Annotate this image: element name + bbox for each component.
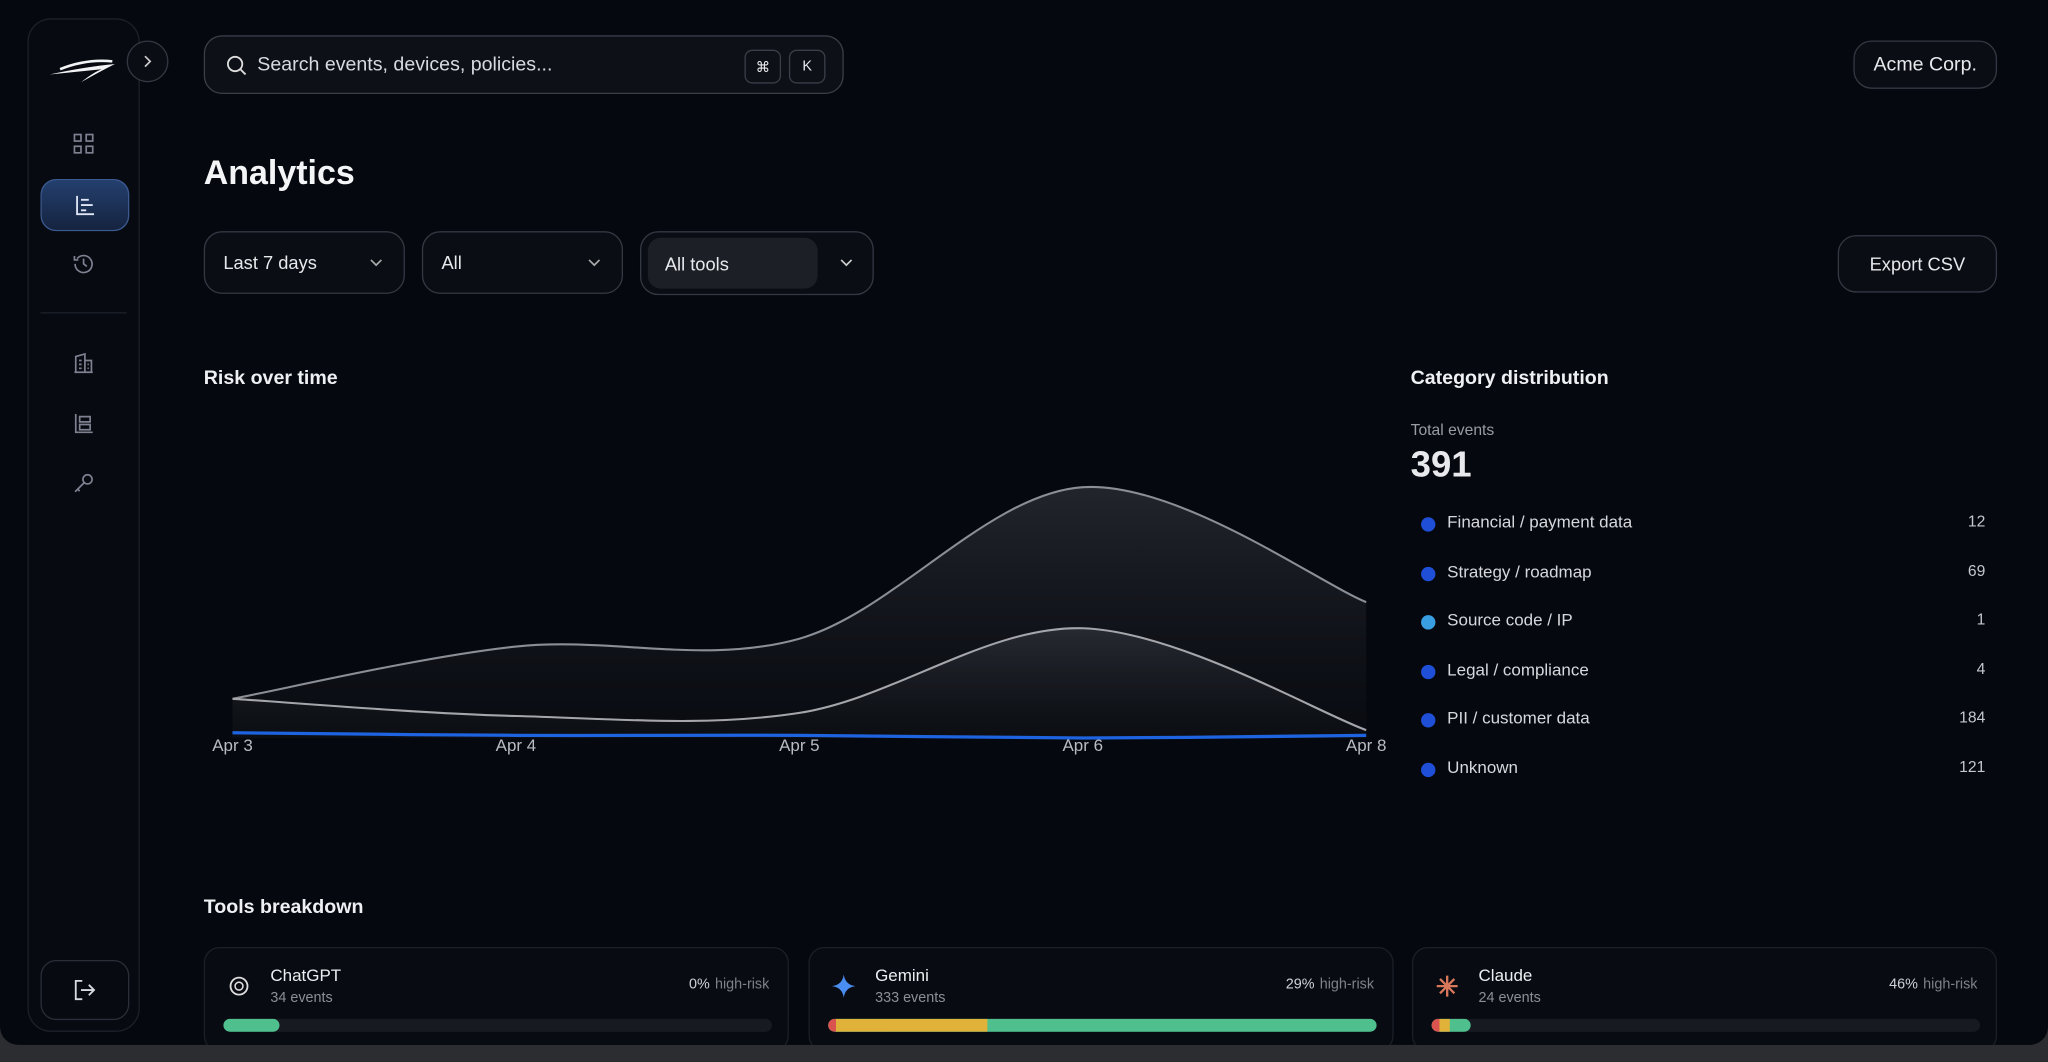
filter-label: Last 7 days [223,252,317,273]
risk-line [232,486,1367,700]
category-label: Strategy / roadmap [1447,561,1592,581]
tool-bar-high-risk [828,1018,988,1032]
high-risk-text: high-risk [1923,976,1978,993]
page-title: Analytics [203,152,355,192]
category-count: 12 [1967,511,1986,531]
x-tick-label: Apr 4 [496,736,537,755]
category-label: Unknown [1447,757,1518,778]
tool-name: ChatGPT [270,965,342,985]
risk-area [232,628,1367,738]
search-bar[interactable]: Search events, devices, policies... ⌘ K [203,35,844,95]
category-dot [1421,615,1436,630]
risk-line [232,627,1367,732]
org-switcher[interactable]: Acme Corp. [1853,40,1998,89]
tool-icon [229,976,249,996]
tool-icon [831,974,856,998]
dashboard-icon[interactable] [40,119,126,169]
high-risk-value: 0% [688,976,710,993]
total-value: 391 [1410,444,1472,485]
tool-events: 333 events [875,990,946,1006]
category-label: Source code / IP [1447,610,1573,630]
tool-bar-track [828,1018,1377,1032]
tool-bar-high-risk [1431,1018,1450,1032]
x-tick-label: Apr 3 [212,736,253,755]
category-label: Legal / compliance [1447,659,1589,679]
analytics-icon[interactable] [40,178,130,232]
filter-dropdown[interactable]: All tools [639,231,874,296]
filter-label: All [441,252,462,273]
high-risk: 46% high-risk [1889,977,1977,993]
total-label: Total events [1410,420,1495,439]
tool-events: 24 events [1478,990,1541,1006]
search-placeholder: Search events, devices, policies... [257,53,553,76]
filter-label: All tools [647,237,818,289]
tool-name: Claude [1478,965,1533,985]
high-risk-text: high-risk [1319,976,1375,993]
tool-bar [1431,1018,1472,1032]
tool-bar-track [223,1018,772,1032]
shortcut-key: K [788,49,826,84]
export-button[interactable]: Export CSV [1837,235,1998,293]
divider [40,312,127,314]
logo [49,59,115,83]
tool-card[interactable]: ChatGPT 34 events 0% high-risk [203,946,789,1045]
building-icon[interactable] [40,338,126,388]
category-label: Financial / payment data [1447,511,1633,532]
tool-card[interactable]: Claude 24 events 46% high-risk [1411,946,1998,1045]
policy-icon[interactable] [40,398,126,448]
shortcut-key: ⌘ [744,49,782,84]
category-dot [1421,762,1436,778]
tool-icon [1436,975,1458,997]
section-title: Category distribution [1410,367,1609,390]
tool-bar-track [1431,1018,1981,1032]
category-count: 1 [1976,610,1986,629]
category-count: 69 [1967,561,1986,580]
high-risk-value: 29% [1285,976,1315,993]
high-risk: 0% high-risk [689,977,769,993]
x-tick-label: Apr 6 [1062,736,1103,755]
category-dot [1421,566,1436,581]
key-icon[interactable] [40,458,126,508]
category-label: PII / customer data [1447,708,1590,729]
tool-bar [828,1018,1377,1032]
tool-card[interactable]: Gemini 333 events 29% high-risk [808,946,1394,1045]
tool-bar [223,1018,280,1032]
tool-events: 34 events [270,990,333,1006]
high-risk: 29% high-risk [1286,977,1374,993]
history-icon[interactable] [40,239,126,289]
category-dot [1421,517,1436,532]
filter-dropdown[interactable]: Last 7 days [203,231,405,294]
section-title: Tools breakdown [203,895,364,919]
risk-line [232,731,1367,740]
category-count: 4 [1976,659,1986,678]
x-tick-label: Apr 8 [1346,736,1387,755]
category-dot [1421,713,1436,729]
high-risk-value: 46% [1889,976,1918,993]
category-count: 184 [1959,708,1986,727]
search-icon [227,55,247,75]
category-count: 121 [1959,757,1986,776]
chart-title: Risk over time [203,367,338,390]
high-risk-text: high-risk [714,976,770,993]
category-dot [1421,664,1436,679]
sidebar-toggle[interactable] [126,40,169,83]
sidebar [27,18,140,1032]
filter-dropdown[interactable]: All [421,231,624,294]
x-tick-label: Apr 5 [779,736,820,755]
tool-name: Gemini [875,965,929,985]
logout-button[interactable] [40,959,130,1021]
